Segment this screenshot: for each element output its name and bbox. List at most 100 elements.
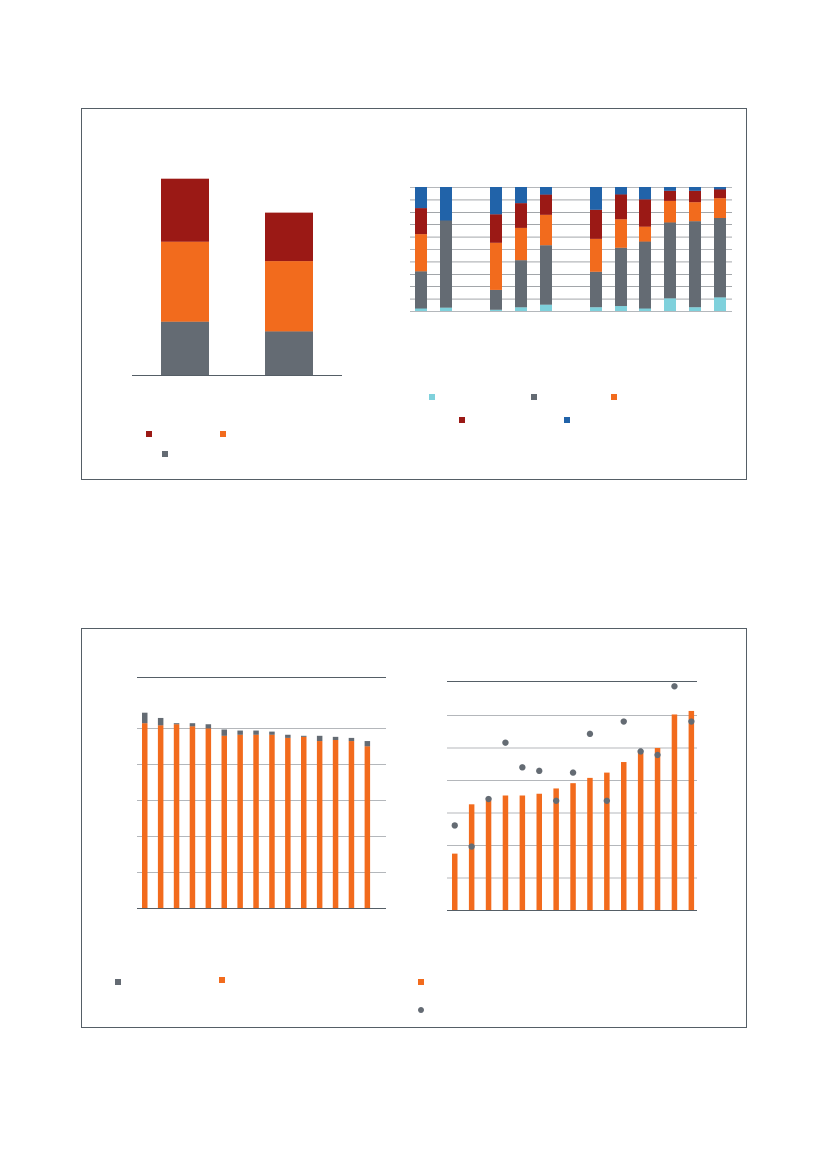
chart-2-bar-2-seg-3 bbox=[490, 214, 502, 243]
chart-2-bar-7-seg-1 bbox=[639, 241, 651, 309]
chart-4-bar-4 bbox=[519, 795, 526, 910]
chart-2-bar-5-seg-4 bbox=[590, 187, 602, 210]
chart-2-bar-7-seg-4 bbox=[639, 187, 651, 200]
chart-2-bar-2-seg-4 bbox=[490, 187, 502, 215]
chart-2-bar-5-seg-3 bbox=[590, 209, 602, 239]
chart-2-bar-7-seg-0 bbox=[639, 308, 651, 311]
chart-3-bar-5-seg-1 bbox=[221, 729, 227, 736]
chart-2-bar-9-seg-0 bbox=[689, 307, 701, 311]
chart-1-bar-0-seg-1 bbox=[161, 241, 209, 322]
chart-3-bar-0-seg-0 bbox=[142, 723, 148, 908]
chart-3-bar-11-seg-0 bbox=[316, 741, 323, 908]
figure-panel-top bbox=[81, 108, 747, 480]
chart-2-bar-10-seg-2 bbox=[714, 198, 726, 218]
chart-3-bar-6-seg-0 bbox=[237, 734, 243, 908]
chart-4-bar-2 bbox=[485, 799, 492, 910]
legend-swatch-2-blue bbox=[564, 417, 570, 423]
chart-4-dot-9 bbox=[603, 797, 611, 804]
chart-2-bar-4-seg-3 bbox=[540, 194, 552, 215]
legend-swatch-2-orange bbox=[611, 394, 617, 400]
chart-3-bar-13-seg-1 bbox=[348, 737, 355, 742]
chart-4-dot-13 bbox=[671, 683, 678, 690]
chart-4-bar-5 bbox=[536, 793, 542, 910]
chart-3-bar-13-seg-0 bbox=[348, 741, 355, 908]
chart-4-bar-6 bbox=[553, 788, 559, 910]
chart-2-bar-4-seg-0 bbox=[540, 304, 552, 311]
chart-2-bar-4-seg-4 bbox=[540, 187, 552, 195]
chart-4-bar-7 bbox=[570, 783, 576, 910]
chart-1-bar-1-seg-1 bbox=[265, 261, 313, 332]
chart-1-bar-0-seg-0 bbox=[161, 321, 209, 375]
chart-3-bar-10-seg-0 bbox=[301, 736, 307, 908]
chart-3-bar-2-seg-1 bbox=[173, 723, 180, 725]
chart-4-dot-7 bbox=[569, 769, 577, 776]
chart-3-bar-0-seg-1 bbox=[142, 712, 148, 724]
chart-2-bar-7-seg-3 bbox=[639, 199, 651, 227]
chart-2-percent-stacked-bars bbox=[410, 187, 732, 312]
chart-2-bar-3-seg-0 bbox=[515, 307, 527, 311]
chart-2-bar-9-seg-4 bbox=[689, 187, 701, 191]
chart-4-bar-1 bbox=[468, 804, 475, 910]
chart-2-bar-0-seg-4 bbox=[415, 187, 427, 209]
chart-2-bar-5-seg-2 bbox=[590, 238, 602, 272]
chart-3-bar-12-seg-1 bbox=[332, 736, 339, 740]
chart-2-bar-10-seg-0 bbox=[714, 297, 726, 311]
chart-3-bar-1-seg-1 bbox=[157, 717, 164, 726]
chart-3-bar-4-seg-1 bbox=[205, 724, 212, 729]
chart-2-bar-6-seg-4 bbox=[615, 187, 627, 195]
chart-3-bar-4-seg-0 bbox=[205, 728, 212, 908]
chart-2-bar-8-seg-0 bbox=[664, 298, 676, 311]
chart-4-dot-0 bbox=[451, 822, 458, 829]
chart-3-bar-3-seg-1 bbox=[189, 723, 196, 727]
chart-4-bar-10 bbox=[621, 762, 627, 910]
chart-2-bar-1-seg-4 bbox=[440, 187, 452, 221]
chart-2-bar-10-seg-3 bbox=[714, 189, 726, 199]
chart-2-bar-0-seg-1 bbox=[415, 271, 427, 309]
chart-2-bar-3-seg-4 bbox=[515, 187, 527, 204]
chart-2-bar-6-seg-3 bbox=[615, 194, 627, 220]
chart-4-bar-12 bbox=[654, 747, 661, 910]
chart-4-dot-3 bbox=[502, 739, 509, 746]
chart-3-bar-12-seg-0 bbox=[332, 740, 339, 908]
chart-4-dot-8 bbox=[586, 730, 594, 738]
chart-2-bar-1-seg-0 bbox=[440, 307, 452, 311]
chart-2-bar-9-seg-1 bbox=[689, 221, 701, 308]
chart-2-bar-4-seg-1 bbox=[540, 245, 552, 305]
legend-dot-4-grey bbox=[418, 1007, 424, 1013]
chart-2-bar-7-seg-2 bbox=[639, 226, 651, 242]
chart-2-bar-8-seg-2 bbox=[664, 200, 676, 223]
chart-3-bar-14-seg-1 bbox=[364, 741, 371, 747]
chart-4-bar-0 bbox=[452, 853, 458, 910]
chart-3-bar-7-seg-1 bbox=[253, 730, 259, 735]
chart-3-bar-2-seg-0 bbox=[173, 724, 180, 908]
chart-3-stacked-bars bbox=[137, 677, 386, 909]
legend-swatch-3-orange bbox=[219, 977, 225, 983]
chart-2-bar-0-seg-2 bbox=[415, 234, 427, 272]
chart-4-dot-2 bbox=[485, 795, 492, 803]
chart-3-bar-8-seg-1 bbox=[269, 731, 275, 735]
chart-2-bar-9-seg-3 bbox=[689, 190, 701, 203]
chart-2-bar-2-seg-1 bbox=[490, 289, 502, 310]
legend-swatch-2-dark-red bbox=[459, 417, 465, 423]
chart-2-bar-8-seg-1 bbox=[664, 222, 676, 299]
chart-2-bar-5-seg-0 bbox=[590, 307, 602, 311]
chart-2-bar-10-seg-4 bbox=[714, 187, 726, 190]
chart-4-bar-13 bbox=[671, 714, 678, 910]
chart-1-bar-0-seg-2 bbox=[161, 178, 209, 242]
chart-3-bar-5-seg-0 bbox=[221, 735, 227, 908]
chart-2-bar-3-seg-1 bbox=[515, 260, 527, 308]
legend-swatch-1-grey bbox=[162, 451, 168, 457]
chart-3-bar-11-seg-1 bbox=[316, 735, 323, 742]
chart-2-bar-1-seg-1 bbox=[440, 220, 452, 308]
chart-4-dot-14 bbox=[688, 718, 695, 725]
chart-4-dot-5 bbox=[536, 767, 543, 775]
chart-3-bar-9-seg-1 bbox=[285, 734, 291, 738]
chart-4-dot-6 bbox=[552, 797, 560, 804]
chart-1-bar-1-seg-0 bbox=[265, 331, 313, 375]
legend-swatch-2-light-blue bbox=[429, 394, 435, 400]
chart-2-bar-6-seg-0 bbox=[615, 306, 627, 311]
chart-4-dot-4 bbox=[519, 764, 526, 771]
chart-4-bar-11 bbox=[637, 751, 644, 910]
chart-2-bar-2-seg-0 bbox=[490, 309, 502, 311]
chart-4-bar-14 bbox=[688, 710, 695, 910]
